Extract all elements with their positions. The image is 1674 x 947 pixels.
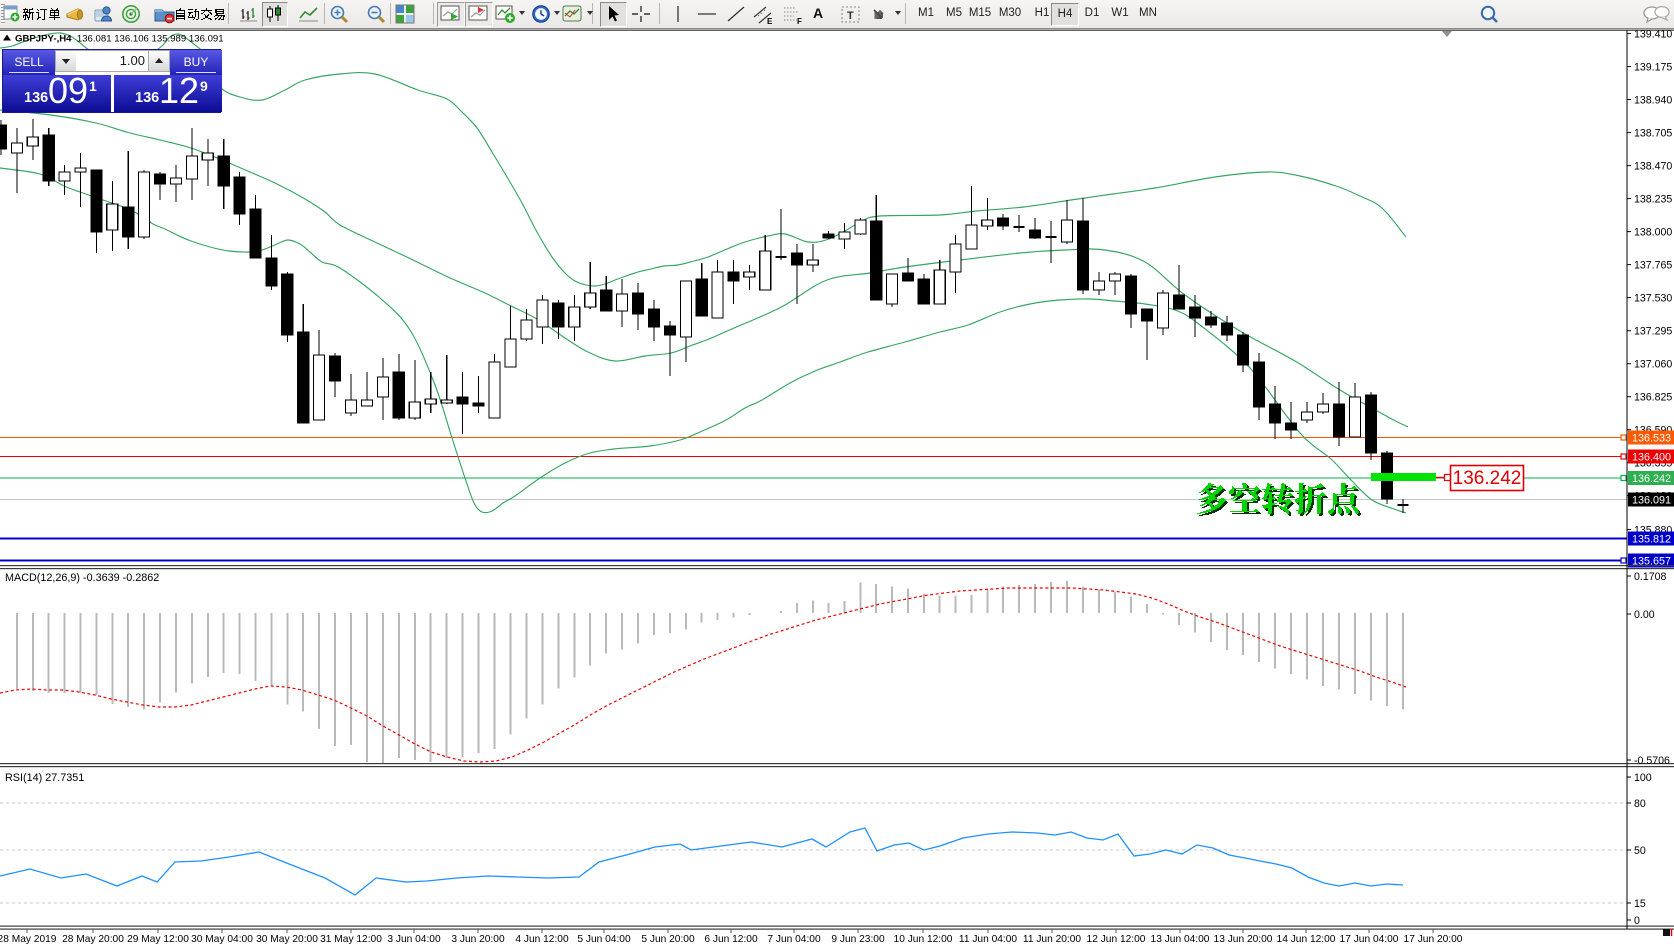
svg-text:30 May 04:00: 30 May 04:00: [191, 934, 253, 945]
svg-text:137.060: 137.060: [1634, 359, 1672, 371]
svg-text:5 Jun 20:00: 5 Jun 20:00: [641, 934, 695, 945]
svg-text:31 May 12:00: 31 May 12:00: [320, 934, 382, 945]
svg-text:138.000: 138.000: [1634, 227, 1672, 239]
svg-text:138.470: 138.470: [1634, 161, 1672, 173]
svg-text:138.235: 138.235: [1634, 194, 1672, 206]
svg-text:80: 80: [1634, 798, 1646, 810]
svg-text:136.533: 136.533: [1632, 433, 1671, 445]
svg-text:139.175: 139.175: [1634, 62, 1672, 74]
svg-text:17 Jun 20:00: 17 Jun 20:00: [1404, 934, 1463, 945]
svg-text:GBPJPY-,H4 136.081 136.106 13: GBPJPY-,H4 136.081 136.106 135.989 136.0…: [15, 34, 224, 45]
svg-text:137.295: 137.295: [1634, 326, 1672, 338]
svg-text:136.242: 136.242: [1453, 468, 1522, 489]
svg-text:10 Jun 12:00: 10 Jun 12:00: [894, 934, 953, 945]
svg-text:RSI(14) 27.7351: RSI(14) 27.7351: [5, 772, 84, 784]
svg-text:135.812: 135.812: [1632, 534, 1671, 546]
svg-text:136.242: 136.242: [1632, 473, 1671, 485]
svg-text:138.940: 138.940: [1634, 95, 1672, 107]
svg-text:13 Jun 20:00: 13 Jun 20:00: [1214, 934, 1273, 945]
svg-text:0: 0: [1634, 915, 1640, 927]
svg-text:MACD(12,26,9) -0.3639 -0.2862: MACD(12,26,9) -0.3639 -0.2862: [5, 572, 159, 584]
svg-text:9 Jun 23:00: 9 Jun 23:00: [831, 934, 885, 945]
svg-text:14 Jun 12:00: 14 Jun 12:00: [1277, 934, 1336, 945]
svg-text:28 May 2019: 28 May 2019: [0, 934, 57, 945]
svg-text:139.410: 139.410: [1634, 29, 1672, 41]
svg-text:0.00: 0.00: [1634, 609, 1655, 621]
svg-text:12 Jun 12:00: 12 Jun 12:00: [1087, 934, 1146, 945]
svg-text:3 Jun 20:00: 3 Jun 20:00: [451, 934, 505, 945]
svg-text:7 Jun 04:00: 7 Jun 04:00: [767, 934, 821, 945]
svg-text:17 Jun 04:00: 17 Jun 04:00: [1340, 934, 1399, 945]
svg-text:29 May 12:00: 29 May 12:00: [127, 934, 189, 945]
svg-text:136.825: 136.825: [1634, 392, 1672, 404]
svg-text:11 Jun 20:00: 11 Jun 20:00: [1023, 934, 1081, 945]
svg-text:-0.5706: -0.5706: [1634, 755, 1670, 767]
svg-text:0.1708: 0.1708: [1634, 571, 1667, 583]
svg-text:15: 15: [1634, 898, 1646, 910]
svg-text:13 Jun 04:00: 13 Jun 04:00: [1151, 934, 1210, 945]
svg-text:50: 50: [1634, 845, 1646, 857]
svg-text:100: 100: [1634, 772, 1652, 784]
svg-text:137.765: 137.765: [1634, 260, 1672, 272]
svg-text:135.657: 135.657: [1632, 556, 1671, 568]
svg-text:28 May 20:00: 28 May 20:00: [62, 934, 124, 945]
svg-text:3 Jun 04:00: 3 Jun 04:00: [387, 934, 441, 945]
svg-text:137.530: 137.530: [1634, 293, 1672, 305]
svg-text:5 Jun 04:00: 5 Jun 04:00: [577, 934, 631, 945]
svg-text:30 May 20:00: 30 May 20:00: [256, 934, 318, 945]
svg-text:F: F: [797, 17, 802, 26]
svg-text:136.091: 136.091: [1632, 495, 1671, 507]
svg-text:11 Jun 04:00: 11 Jun 04:00: [959, 934, 1017, 945]
svg-text:138.705: 138.705: [1634, 128, 1672, 140]
svg-text:136.400: 136.400: [1632, 452, 1671, 464]
svg-text:T: T: [847, 10, 854, 22]
svg-text:4 Jun 12:00: 4 Jun 12:00: [515, 934, 569, 945]
svg-text:6 Jun 12:00: 6 Jun 12:00: [704, 934, 758, 945]
svg-text:E: E: [767, 17, 773, 26]
